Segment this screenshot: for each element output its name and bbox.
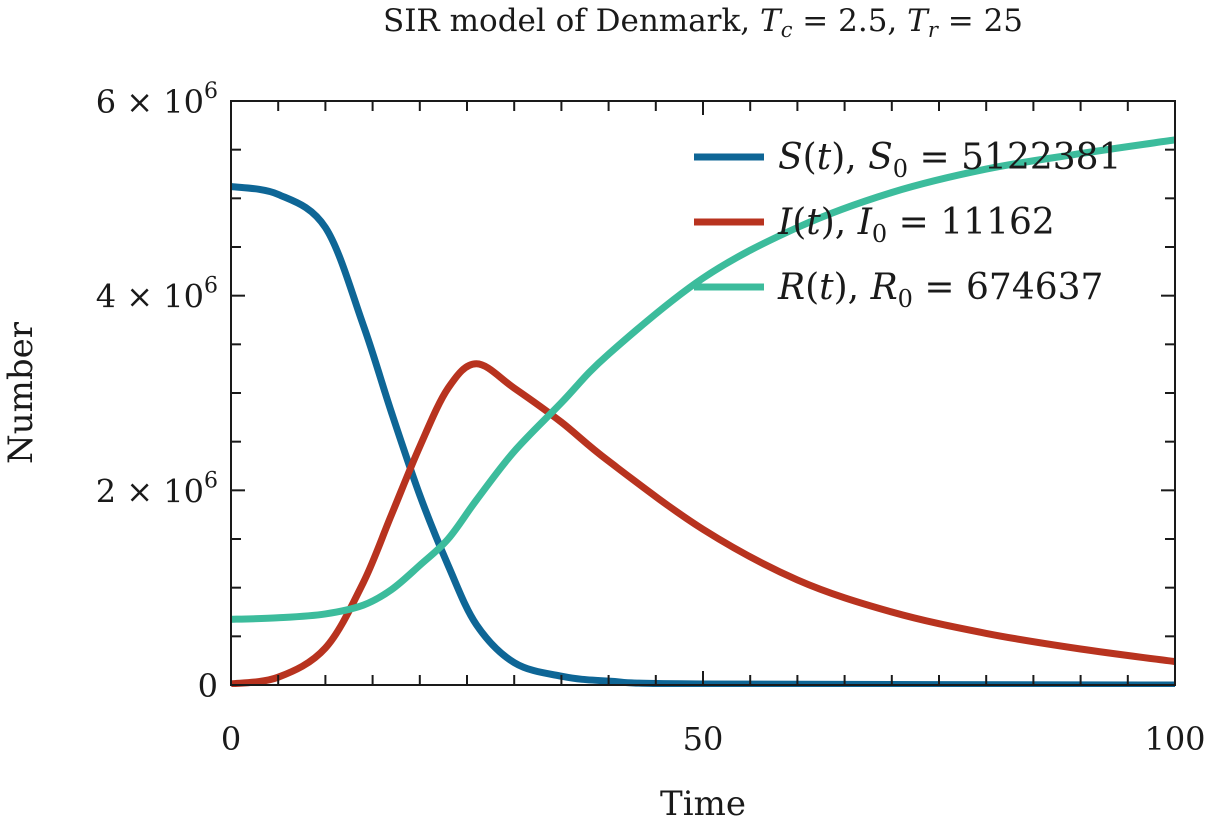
legend-entry-s: S(t), S0 = 5122381 bbox=[694, 137, 1121, 183]
x-tick-label: 0 bbox=[221, 720, 241, 758]
y-tick-label: 6 × 106 bbox=[96, 79, 218, 121]
x-tick-label: 50 bbox=[683, 720, 724, 758]
legend-label: R(t), R0 = 674637 bbox=[777, 267, 1103, 313]
y-tick-label: 4 × 106 bbox=[96, 274, 218, 316]
y-tick-label: 0 bbox=[198, 667, 218, 705]
legend-entry-i: I(t), I0 = 11162 bbox=[694, 202, 1055, 248]
legend-label: S(t), S0 = 5122381 bbox=[778, 137, 1121, 183]
y-tick-label: 2 × 106 bbox=[96, 468, 218, 510]
series-line-i bbox=[231, 360, 1175, 687]
legend-label: I(t), I0 = 11162 bbox=[777, 202, 1055, 248]
legend: S(t), S0 = 5122381 I(t), I0 = 11162 R(t), … bbox=[694, 137, 1121, 313]
ticks-layer: 0 50 100 0 2 × 106 4 × 106 6 × 106 bbox=[96, 79, 1206, 758]
chart-title: SIR model of Denmark, Tc = 2.5, Tr = 25 bbox=[383, 3, 1023, 42]
x-axis-label: Time bbox=[660, 784, 746, 820]
series-line-s bbox=[231, 182, 1175, 687]
legend-entry-r: R(t), R0 = 674637 bbox=[694, 267, 1103, 313]
x-tick-label: 100 bbox=[1144, 720, 1205, 758]
series-line-r bbox=[231, 136, 1175, 623]
y-axis-label: Number bbox=[1, 321, 41, 464]
